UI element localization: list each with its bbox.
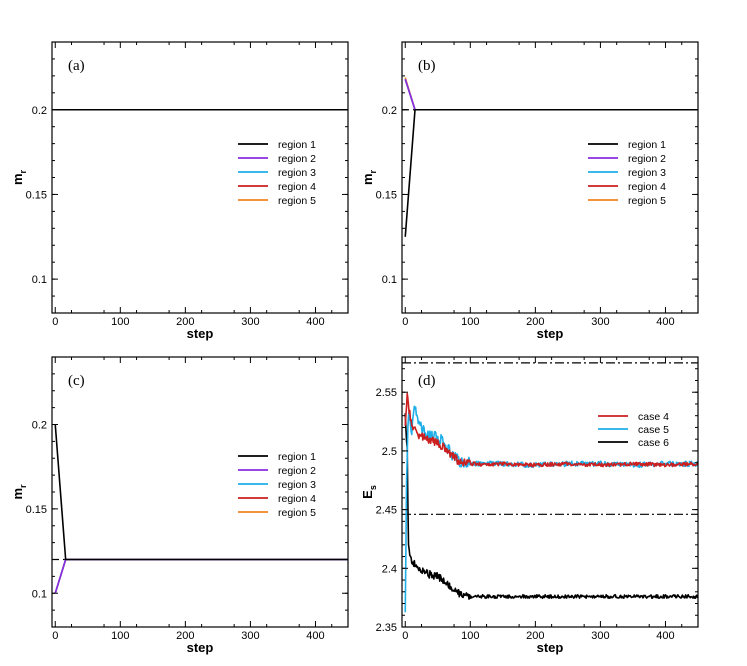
chart-panel-a: 0 100 200 300 400 0.1 0.15 0.2 step mr (a) region 1… bbox=[10, 41, 349, 341]
series-line-region-1 bbox=[404, 108, 698, 237]
panel-label: (b) bbox=[418, 58, 436, 74]
legend-entry: region 4 bbox=[628, 181, 666, 193]
series-line-region-3 bbox=[54, 558, 348, 594]
legend-entry: region 5 bbox=[628, 195, 666, 207]
x-tick-label: 400 bbox=[656, 630, 674, 642]
y-tick-label: 2.45 bbox=[376, 505, 397, 517]
x-tick-label: 200 bbox=[526, 630, 544, 642]
y-tick-label: 0.15 bbox=[376, 189, 397, 201]
series-line-region-3 bbox=[404, 79, 698, 111]
series-line-region-2 bbox=[54, 558, 348, 594]
series-group bbox=[404, 392, 698, 613]
legend-entry: region 1 bbox=[278, 139, 316, 151]
y-axis-label-subscript: r bbox=[18, 169, 28, 173]
x-tick-label: 200 bbox=[176, 630, 194, 642]
y-axis-label-subscript: r bbox=[368, 169, 378, 173]
series-group bbox=[404, 77, 698, 237]
y-axis-label-subscript: s bbox=[368, 485, 378, 490]
x-tick-label: 300 bbox=[241, 316, 259, 328]
y-tick-label: 2.35 bbox=[376, 622, 397, 634]
y-tick-label: 0.2 bbox=[32, 420, 47, 432]
x-axis-label: step bbox=[187, 326, 214, 341]
legend-entry: region 5 bbox=[278, 507, 316, 519]
y-axis-label-main: m bbox=[10, 488, 25, 500]
y-axis-label-main: E bbox=[360, 490, 375, 499]
legend-entry: case 6 bbox=[638, 437, 669, 449]
legend-entry: region 3 bbox=[278, 167, 316, 179]
y-tick-label: 0.1 bbox=[32, 274, 47, 286]
y-axis-label-main: m bbox=[10, 173, 25, 185]
legend-entry: region 1 bbox=[628, 139, 666, 151]
legend-entry: region 3 bbox=[628, 167, 666, 179]
series-line-region-2 bbox=[404, 79, 698, 111]
y-tick-label: 2.55 bbox=[376, 387, 397, 399]
y-axis-label-subscript: r bbox=[18, 484, 28, 488]
y-tick-label: 0.15 bbox=[26, 189, 47, 201]
y-tick-label: 0.2 bbox=[32, 105, 47, 117]
x-tick-label: 300 bbox=[241, 630, 259, 642]
panel-label: (a) bbox=[68, 58, 85, 74]
x-tick-label: 100 bbox=[461, 316, 479, 328]
series-line-case-4 bbox=[404, 392, 698, 468]
x-tick-label: 300 bbox=[591, 316, 609, 328]
legend-entry: case 4 bbox=[638, 411, 669, 423]
series-line-region-4 bbox=[404, 79, 698, 111]
series-line-region-5 bbox=[54, 558, 348, 594]
chart-panel-c: 0 100 200 300 400 0.1 0.15 0.2 step mr (c) region 1… bbox=[10, 356, 349, 655]
x-tick-label: 400 bbox=[656, 316, 674, 328]
x-tick-label: 0 bbox=[402, 630, 408, 642]
y-tick-label: 2.5 bbox=[382, 446, 397, 458]
x-tick-label: 100 bbox=[111, 316, 129, 328]
series-line-case-6 bbox=[404, 413, 698, 600]
chart-panel-b: 0 100 200 300 400 0.1 0.15 0.2 step mr (b) region 1… bbox=[360, 41, 699, 341]
legend-entry: region 2 bbox=[278, 465, 316, 477]
x-tick-label: 100 bbox=[111, 630, 129, 642]
legend-entry: region 4 bbox=[278, 181, 316, 193]
y-tick-label: 0.1 bbox=[32, 588, 47, 600]
series-line-region-4 bbox=[54, 558, 348, 594]
series-line-region-1 bbox=[54, 424, 348, 561]
y-axis-label: mr bbox=[10, 169, 28, 185]
x-tick-label: 0 bbox=[402, 316, 408, 328]
x-tick-label: 300 bbox=[591, 630, 609, 642]
x-tick-label: 400 bbox=[306, 316, 324, 328]
panel-label: (c) bbox=[68, 373, 85, 389]
x-tick-label: 0 bbox=[52, 630, 58, 642]
y-tick-label: 0.2 bbox=[382, 105, 397, 117]
x-axis-label: step bbox=[537, 326, 564, 341]
y-tick-label: 0.1 bbox=[382, 274, 397, 286]
x-tick-label: 0 bbox=[52, 316, 58, 328]
x-tick-label: 100 bbox=[461, 630, 479, 642]
legend-entry: region 4 bbox=[278, 493, 316, 505]
plot-frame bbox=[51, 356, 349, 628]
series-group bbox=[54, 424, 348, 594]
y-tick-label: 0.15 bbox=[26, 504, 47, 516]
x-axis-label: step bbox=[537, 640, 564, 655]
plot-frame bbox=[401, 356, 699, 628]
y-axis-label-main: m bbox=[360, 173, 375, 185]
x-axis-label: step bbox=[187, 640, 214, 655]
chart-panel-d: 0 100 200 300 400 2.35 2.4 2.45 2.5 2.55 step Es (d)… bbox=[360, 356, 699, 655]
panel-label: (d) bbox=[418, 373, 436, 389]
legend-entry: region 5 bbox=[278, 195, 316, 207]
legend-entry: region 2 bbox=[278, 153, 316, 165]
y-axis-label: mr bbox=[10, 484, 28, 500]
legend-entry: case 5 bbox=[638, 424, 669, 436]
x-tick-label: 200 bbox=[176, 316, 194, 328]
x-tick-label: 200 bbox=[526, 316, 544, 328]
y-axis-label: mr bbox=[360, 169, 378, 185]
y-tick-label: 2.4 bbox=[382, 563, 397, 575]
series-line-region-5 bbox=[404, 77, 698, 111]
legend-entry: region 1 bbox=[278, 451, 316, 463]
legend-entry: region 2 bbox=[628, 153, 666, 165]
x-tick-label: 400 bbox=[306, 630, 324, 642]
y-axis-label: Es bbox=[360, 485, 378, 499]
legend-entry: region 3 bbox=[278, 479, 316, 491]
